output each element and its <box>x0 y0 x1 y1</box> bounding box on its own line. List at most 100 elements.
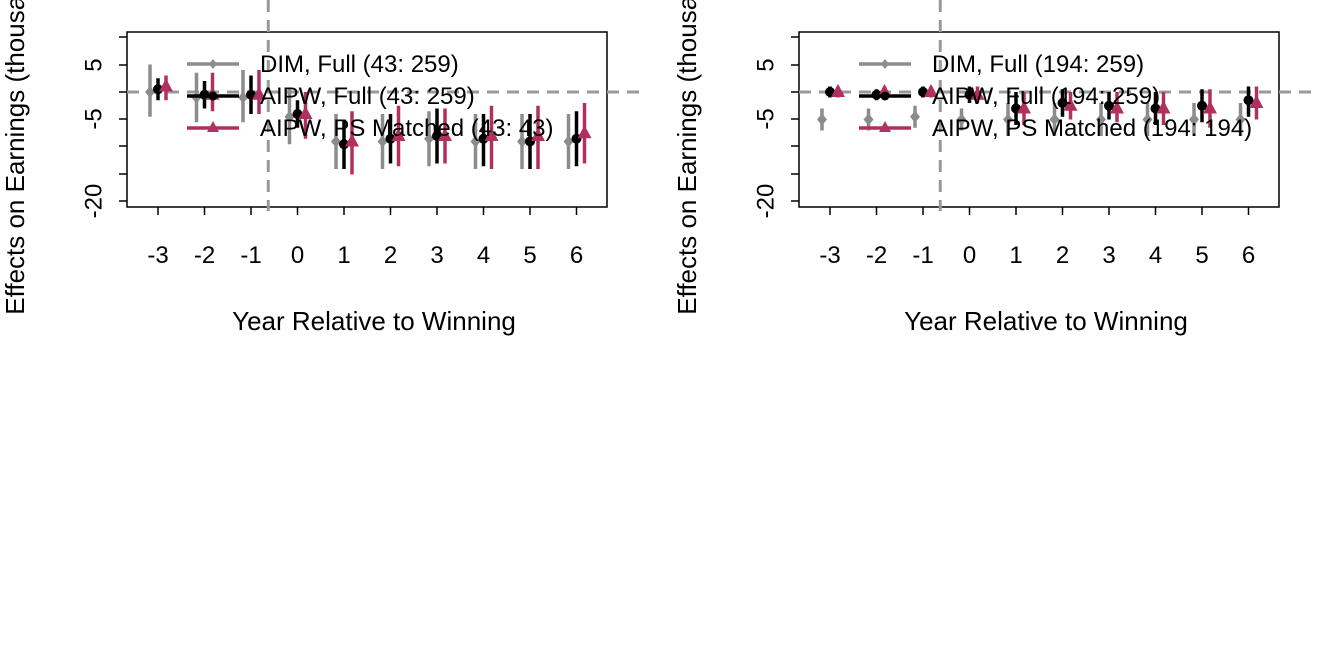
data-point <box>470 135 481 148</box>
x-tick-label: 1 <box>1009 242 1022 269</box>
chart-panel-right: 5 -5 -20 -3 -2 -1 0 1 2 3 4 5 6 Year Relative to Winn… <box>672 0 1319 336</box>
x-tick-label: 0 <box>291 242 304 269</box>
data-point <box>1189 113 1199 126</box>
data-point <box>1197 100 1207 111</box>
data-point <box>484 128 499 141</box>
data-point <box>1049 113 1060 126</box>
data-point <box>1003 113 1013 126</box>
data-point <box>924 84 938 97</box>
data-point <box>1057 98 1068 108</box>
data-point <box>145 86 155 98</box>
x-tick-label: 5 <box>523 242 536 269</box>
data-point <box>1110 100 1124 114</box>
x-tick-label: 6 <box>570 242 583 269</box>
data-point <box>956 113 967 126</box>
legend-label: AIPW, Full (43: 259) <box>260 83 475 110</box>
legend: DIM, Full (43: 259) AIPW, Full (43: 259) A… <box>187 51 553 142</box>
data-point <box>298 106 313 119</box>
data-point <box>153 84 163 95</box>
x-tick-label: 4 <box>1149 242 1162 269</box>
data-point <box>1235 113 1246 126</box>
x-tick-label: 0 <box>963 242 976 269</box>
data-point <box>377 135 388 148</box>
x-tick-label: -1 <box>912 242 933 269</box>
data-point <box>478 133 489 144</box>
x-tick-label: -2 <box>866 242 887 269</box>
x-tick-label: 5 <box>1195 242 1208 269</box>
data-point <box>438 128 452 141</box>
series-1 <box>817 103 1246 136</box>
data-point <box>284 110 295 123</box>
data-point <box>1249 95 1264 108</box>
y-tick-label: 5 <box>752 58 779 71</box>
legend-label: AIPW, PS Matched (43: 43) <box>260 115 553 142</box>
legend-label: DIM, Full (43: 259) <box>260 51 459 78</box>
chart-panel-left: 5 -5 -20 -3 -2 -1 0 1 2 3 4 5 6 Year Relative to Winn… <box>0 0 647 336</box>
x-axis-label: Year Relative to Winning <box>904 306 1188 336</box>
series-3 <box>159 70 592 175</box>
x-tick-label: 6 <box>1242 242 1255 269</box>
data-point <box>238 91 248 104</box>
x-axis-label: Year Relative to Winning <box>232 306 516 336</box>
data-point <box>331 135 341 148</box>
x-axis: -3 -2 -1 0 1 2 3 4 5 6 <box>819 207 1255 269</box>
y-tick-label: -20 <box>752 184 779 219</box>
legend: DIM, Full (194: 259) AIPW, Full (194: 259… <box>859 51 1252 142</box>
data-point <box>577 125 592 139</box>
data-point <box>385 133 396 144</box>
x-tick-label: -3 <box>147 242 168 269</box>
x-tick-label: 3 <box>430 242 443 269</box>
data-point <box>910 110 920 123</box>
data-point <box>517 135 527 148</box>
x-tick-label: 1 <box>337 242 350 269</box>
y-tick-label: -5 <box>80 108 107 129</box>
legend-marker <box>881 59 889 69</box>
series-2 <box>153 75 582 169</box>
y-axis-label: Effects on Earnings (thousands) <box>672 0 702 315</box>
x-tick-label: -1 <box>240 242 261 269</box>
x-tick-label: 4 <box>477 242 490 269</box>
legend-label: AIPW, PS Matched (194: 194) <box>932 115 1252 142</box>
legend-marker <box>209 59 217 69</box>
series-2 <box>825 86 1254 125</box>
legend-label: DIM, Full (194: 259) <box>932 51 1144 78</box>
legend-marker <box>879 121 891 132</box>
data-point <box>1203 100 1217 114</box>
data-point <box>1017 100 1031 114</box>
x-tick-label: 2 <box>1056 242 1069 269</box>
legend-marker <box>207 121 219 132</box>
legend-marker <box>880 91 890 101</box>
series-1 <box>145 64 574 169</box>
data-point <box>1104 100 1114 111</box>
x-tick-label: -2 <box>194 242 215 269</box>
y-axis: 5 -5 -20 <box>80 36 127 219</box>
y-axis: 5 -5 -20 <box>752 36 799 219</box>
y-tick-label: -20 <box>80 184 107 219</box>
x-axis: -3 -2 -1 0 1 2 3 4 5 6 <box>147 207 583 269</box>
legend-label: AIPW, Full (194: 259) <box>932 83 1160 110</box>
data-point <box>159 78 173 92</box>
legend-marker <box>208 91 218 101</box>
data-point <box>1142 113 1153 126</box>
data-point <box>531 128 545 141</box>
data-point <box>1096 113 1106 126</box>
data-point <box>1063 97 1078 111</box>
y-tick-label: -5 <box>752 108 779 129</box>
data-point <box>1156 100 1171 114</box>
y-axis-label: Effects on Earnings (thousands) <box>0 0 30 315</box>
data-point <box>252 86 266 100</box>
x-tick-label: -3 <box>819 242 840 269</box>
data-point <box>424 132 434 145</box>
data-point <box>391 128 406 141</box>
data-point <box>345 133 359 147</box>
data-point <box>563 135 574 148</box>
data-point <box>970 86 985 100</box>
x-tick-label: 2 <box>384 242 397 269</box>
data-point <box>1243 95 1254 106</box>
y-tick-label: 5 <box>80 58 107 71</box>
data-point <box>831 84 845 97</box>
data-point <box>863 113 874 126</box>
data-point <box>339 139 349 150</box>
data-point <box>817 113 827 126</box>
